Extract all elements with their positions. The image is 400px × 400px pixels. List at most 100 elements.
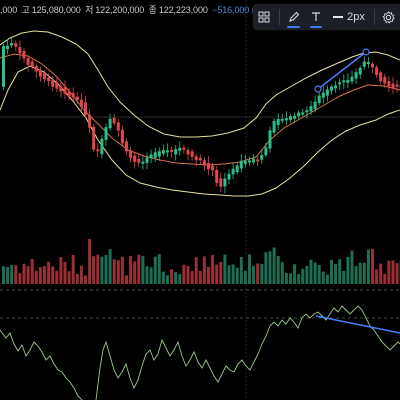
line-width-label: 2px xyxy=(347,11,365,23)
volume-bar xyxy=(182,264,186,284)
volume-bar xyxy=(2,266,5,284)
line-width-button[interactable]: 2px xyxy=(327,4,370,30)
candle-body xyxy=(22,51,26,59)
volume-series xyxy=(2,238,400,284)
candle-body xyxy=(186,149,190,155)
candle-body xyxy=(38,69,42,77)
text-tool-button[interactable] xyxy=(305,4,328,30)
settings-button[interactable] xyxy=(378,4,400,30)
volume-bar xyxy=(219,261,223,284)
candle-body xyxy=(59,85,63,92)
trendline-anchor-end[interactable] xyxy=(362,48,370,56)
pencil-button[interactable] xyxy=(282,4,305,30)
candle-body xyxy=(305,110,309,113)
high-label: 고 xyxy=(21,5,30,15)
candle-body xyxy=(161,150,165,154)
candle-body xyxy=(362,61,366,67)
volume-bar xyxy=(104,254,108,284)
volume-bar xyxy=(34,270,38,284)
line-width-icon xyxy=(333,16,344,18)
candle-body xyxy=(375,67,379,75)
volume-bar xyxy=(342,270,346,284)
candle-body xyxy=(2,46,5,87)
candle-body xyxy=(264,147,268,156)
candle-body xyxy=(289,116,292,120)
volume-bar xyxy=(153,256,157,284)
volume-bar xyxy=(43,266,46,284)
candle-body xyxy=(330,86,333,91)
candle-body xyxy=(379,72,383,82)
volume-bar xyxy=(51,266,55,284)
candle-body xyxy=(104,127,108,140)
candle-body xyxy=(371,63,374,68)
volume-bar xyxy=(325,274,329,284)
volume-bar xyxy=(26,266,30,284)
volume-bar xyxy=(338,259,342,284)
volume-bar xyxy=(202,256,206,284)
volume-bar xyxy=(379,263,383,284)
volume-bar xyxy=(79,265,83,284)
volume-bar xyxy=(313,262,317,284)
candle-body xyxy=(309,106,313,112)
pencil-color-indicator xyxy=(287,26,300,28)
candle-body xyxy=(342,80,346,83)
candle-body xyxy=(346,79,350,83)
candle-body xyxy=(243,161,247,164)
volume-bar xyxy=(309,259,313,284)
volume-bar xyxy=(371,248,374,284)
candle-body xyxy=(112,117,116,124)
close-value: 122,223,000 xyxy=(158,5,208,15)
volume-bar xyxy=(88,238,92,284)
volume-bar xyxy=(334,263,338,284)
volume-bar xyxy=(125,275,128,284)
bollinger-upper-band xyxy=(0,30,400,138)
text-tool-icon xyxy=(312,12,321,21)
change-value: −516,000 (−0.42%) xyxy=(212,5,288,15)
candle-body xyxy=(248,160,251,163)
candle-body xyxy=(18,47,22,54)
volume-bar xyxy=(362,262,366,284)
volume-bar xyxy=(366,249,370,284)
volume-bar xyxy=(55,270,59,284)
grid-button[interactable] xyxy=(253,4,276,30)
candle-body xyxy=(301,112,305,115)
candle-body xyxy=(395,84,399,87)
volume-bar xyxy=(293,264,297,284)
high-value: 125,080,000 xyxy=(31,5,81,15)
candle-body xyxy=(239,160,243,169)
volume-bar xyxy=(227,265,231,284)
volume-bar xyxy=(198,270,202,284)
candlestick-series xyxy=(2,37,400,194)
candle-body xyxy=(108,118,112,129)
candle-body xyxy=(170,149,174,152)
volume-bar xyxy=(141,255,145,284)
candle-body xyxy=(34,65,38,72)
candle-body xyxy=(280,118,284,121)
candle-body xyxy=(30,61,34,67)
candle-body xyxy=(276,118,280,125)
candle-body xyxy=(153,152,157,158)
candle-body xyxy=(297,112,301,117)
volume-bar xyxy=(149,267,153,284)
volume-bar xyxy=(157,254,161,284)
volume-bar xyxy=(358,262,362,284)
volume-bar xyxy=(137,254,141,284)
volume-bar xyxy=(276,255,280,284)
candle-body xyxy=(387,81,391,87)
candle-body xyxy=(92,126,96,150)
candle-body xyxy=(325,89,329,96)
price-trendline[interactable] xyxy=(317,51,367,90)
moving-average-line xyxy=(0,53,400,166)
candle-body xyxy=(391,83,395,89)
volume-bar xyxy=(252,265,256,284)
volume-bar xyxy=(395,263,399,284)
oscillator-trendline[interactable] xyxy=(315,315,400,334)
candle-body xyxy=(67,91,71,97)
volume-bar xyxy=(38,267,42,284)
trendline-anchor-start[interactable] xyxy=(314,85,322,93)
toolbar-divider xyxy=(373,9,375,25)
volume-bar xyxy=(284,272,288,284)
volume-bar xyxy=(391,260,395,284)
volume-bar xyxy=(145,266,149,284)
